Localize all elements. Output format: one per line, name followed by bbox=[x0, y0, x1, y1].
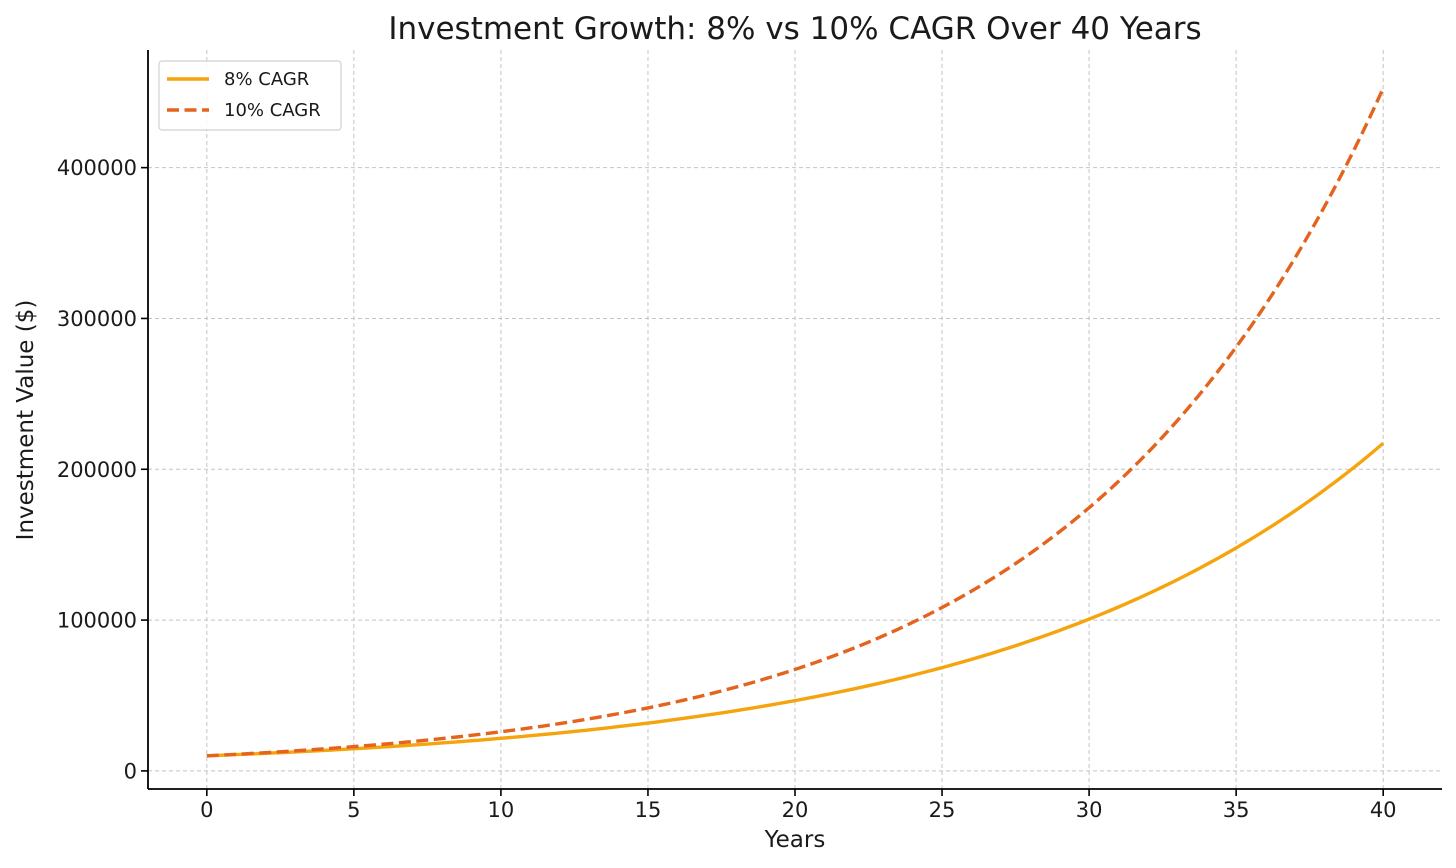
x-tick-label: 30 bbox=[1076, 798, 1103, 822]
series-lines bbox=[206, 87, 1385, 758]
x-tick-label: 20 bbox=[782, 798, 809, 822]
legend-label-10pct: 10% CAGR bbox=[224, 100, 321, 121]
x-tick-label: 5 bbox=[347, 798, 360, 822]
y-axis-label: Investment Value ($) bbox=[13, 300, 39, 541]
y-tick-label: 100000 bbox=[57, 609, 137, 633]
y-tick-label: 200000 bbox=[57, 458, 137, 482]
y-tick-label: 300000 bbox=[57, 307, 137, 331]
y-tick-label: 0 bbox=[124, 759, 137, 783]
x-tick-label: 35 bbox=[1223, 798, 1250, 822]
x-axis-label: Years bbox=[764, 827, 826, 853]
y-tick-label: 400000 bbox=[57, 156, 137, 180]
x-tick-label: 0 bbox=[200, 798, 213, 822]
chart-title: Investment Growth: 8% vs 10% CAGR Over 4… bbox=[388, 11, 1201, 47]
x-tick-label: 10 bbox=[488, 798, 515, 822]
series-line-8pct bbox=[206, 441, 1385, 758]
x-tick-label: 25 bbox=[929, 798, 956, 822]
x-tick-label: 40 bbox=[1370, 798, 1397, 822]
legend-label-8pct: 8% CAGR bbox=[224, 69, 309, 90]
series-line-10pct bbox=[206, 87, 1385, 758]
grid-lines bbox=[148, 50, 1442, 789]
y-axis-ticks: 0 100000 200000 300000 400000 bbox=[57, 156, 148, 783]
legend: 8% CAGR 10% CAGR bbox=[158, 60, 342, 131]
x-axis-ticks: 0 5 10 15 20 25 30 35 40 bbox=[200, 789, 1397, 822]
x-tick-label: 15 bbox=[635, 798, 662, 822]
